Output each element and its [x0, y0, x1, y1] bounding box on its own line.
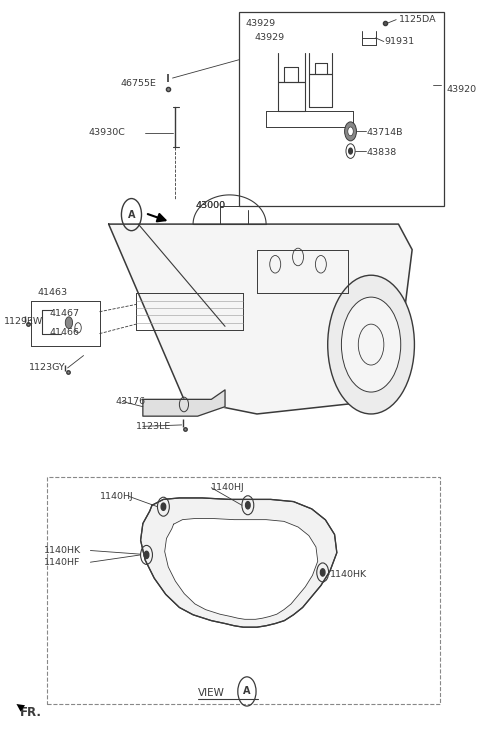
- Circle shape: [348, 148, 352, 154]
- Text: FR.: FR.: [20, 706, 42, 719]
- Text: VIEW: VIEW: [198, 688, 225, 698]
- Circle shape: [348, 127, 353, 136]
- Circle shape: [345, 122, 357, 141]
- Circle shape: [246, 501, 250, 509]
- Text: 43714B: 43714B: [367, 128, 403, 137]
- Polygon shape: [108, 224, 412, 414]
- Text: 43000: 43000: [195, 202, 226, 210]
- Text: 1140HF: 1140HF: [44, 558, 80, 567]
- Text: 1125DA: 1125DA: [398, 15, 436, 24]
- Text: 41466: 41466: [49, 328, 79, 337]
- Text: 41463: 41463: [38, 287, 68, 297]
- Circle shape: [321, 569, 325, 576]
- Text: 1129EW: 1129EW: [4, 317, 43, 325]
- Text: 43000: 43000: [195, 202, 226, 210]
- Text: 1123LE: 1123LE: [136, 422, 171, 431]
- Circle shape: [328, 275, 414, 414]
- Text: 43176: 43176: [116, 397, 145, 406]
- Text: 91931: 91931: [385, 37, 415, 46]
- Circle shape: [65, 317, 72, 328]
- Text: 1140HJ: 1140HJ: [99, 492, 133, 501]
- Bar: [239, 12, 444, 206]
- Text: 1140HJ: 1140HJ: [211, 483, 245, 493]
- Text: 1123GY: 1123GY: [29, 364, 65, 372]
- Polygon shape: [165, 518, 318, 619]
- Text: 43929: 43929: [246, 19, 276, 28]
- Text: 43920: 43920: [446, 84, 477, 94]
- Circle shape: [161, 503, 166, 510]
- Text: A: A: [243, 686, 251, 696]
- Bar: [47, 477, 440, 704]
- Text: 41467: 41467: [49, 309, 79, 318]
- Text: 43929: 43929: [255, 34, 285, 43]
- Circle shape: [341, 297, 401, 392]
- Text: 1140HK: 1140HK: [44, 546, 81, 555]
- Circle shape: [144, 551, 149, 559]
- Text: A: A: [128, 210, 135, 220]
- Polygon shape: [143, 390, 225, 416]
- Text: 43838: 43838: [367, 148, 397, 157]
- Text: 46755E: 46755E: [120, 78, 156, 88]
- Text: 1140HK: 1140HK: [330, 570, 367, 579]
- Polygon shape: [141, 498, 337, 627]
- Text: 43930C: 43930C: [88, 128, 125, 137]
